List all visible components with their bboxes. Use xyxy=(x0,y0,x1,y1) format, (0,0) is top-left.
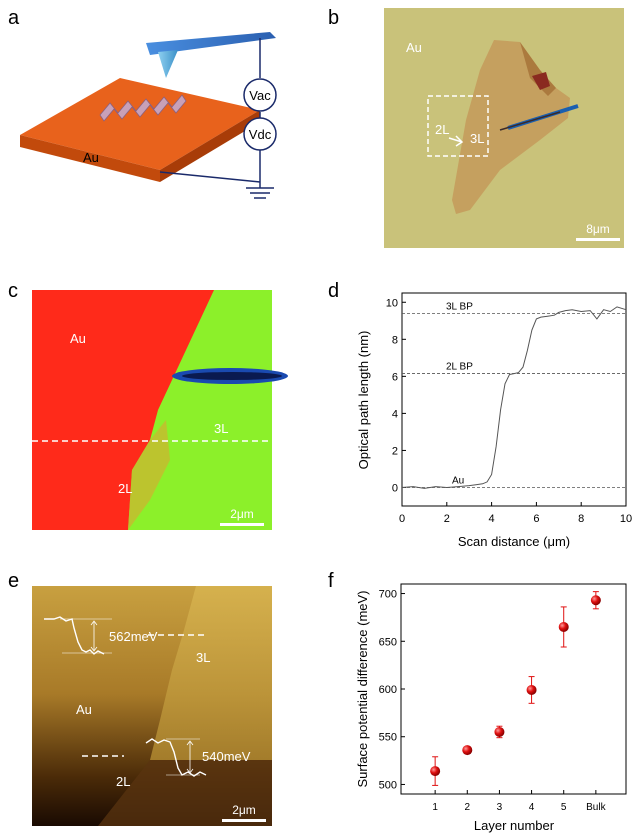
au-substrate-label: Au xyxy=(83,150,99,165)
panel-e-kpfm: 562meV 540meV 3L Au 2L 2μm xyxy=(32,586,272,826)
kpfm-2l-label: 2L xyxy=(116,774,130,789)
chart-d-optical-profile: 0 2 4 6 8 10 0 2 4 6 8 10 3L BP 2L BP Au Scan distan… xyxy=(356,292,632,549)
chart-d-ytick-label: 0 xyxy=(392,482,398,494)
bp-flake-dark-spot xyxy=(532,72,550,90)
chart-f-surface-potential: 500 550 600 650 700 1 2 3 4 5 Bulk Layer number S… xyxy=(355,583,627,833)
chart-d-ytick-label: 4 xyxy=(392,408,398,420)
chart-d-xlabel: Scan distance (μm) xyxy=(458,534,570,549)
au-substrate-top xyxy=(20,78,260,170)
chart-f-ytick-label: 500 xyxy=(379,779,397,791)
kpfm-scale-bar xyxy=(222,819,266,822)
optical-2l-label: 2L xyxy=(435,122,449,137)
vac-source xyxy=(243,78,277,112)
panel-c-map: Au 3L 2L 2μm xyxy=(32,290,288,530)
kpfm-upper-step-label: 562meV xyxy=(109,629,158,644)
optical-3l-label: 3L xyxy=(470,131,484,146)
chart-f-xlabel: Layer number xyxy=(474,818,555,833)
chart-f-xtick-label: Bulk xyxy=(586,802,606,813)
au-substrate-front xyxy=(20,135,160,182)
panel-label-d: d xyxy=(328,280,339,302)
chart-f-point xyxy=(430,766,441,777)
kpfm-3l-label: 3L xyxy=(196,650,210,665)
panel-label-e: e xyxy=(8,570,19,592)
chart-f-point xyxy=(526,684,537,695)
cantilever xyxy=(146,32,276,55)
optical-scale-bar xyxy=(576,238,620,241)
vdc-label: Vdc xyxy=(249,127,272,142)
chart-d-frame xyxy=(401,292,627,507)
panel-label-f: f xyxy=(328,570,334,592)
chart-d-xtick-label: 10 xyxy=(620,513,632,525)
chart-f-ytick-label: 550 xyxy=(379,732,397,744)
map-scale-bar xyxy=(220,523,264,526)
panel-label-a: a xyxy=(8,7,20,29)
chart-f-xtick-label: 2 xyxy=(465,802,471,813)
chart-d-xtick-label: 6 xyxy=(533,513,539,525)
chart-f-point xyxy=(590,595,601,606)
optical-scale-label: 8μm xyxy=(586,222,610,236)
chart-f-xtick-label: 4 xyxy=(529,802,535,813)
kpfm-lower-inset: 540meV xyxy=(145,738,251,777)
chart-d-ytick-label: 2 xyxy=(392,445,398,457)
chart-f-xtick-label: 3 xyxy=(497,802,503,813)
chart-f-ytick-label: 600 xyxy=(379,684,397,696)
chart-d-refline-label: 2L BP xyxy=(446,362,473,373)
panel-a-schematic: Vac Vdc Au xyxy=(20,32,277,199)
chart-f-xtick-label: 5 xyxy=(561,802,567,813)
vac-label: Vac xyxy=(249,88,271,103)
chart-d-ytick-label: 10 xyxy=(386,297,398,309)
circuit-wires xyxy=(159,38,274,199)
map-transition xyxy=(128,420,170,530)
au-substrate-side xyxy=(160,110,260,182)
kpfm-upper-profile xyxy=(44,616,105,655)
chart-f-point xyxy=(494,726,505,737)
chart-d-xtick-label: 2 xyxy=(444,513,450,525)
map-au-label: Au xyxy=(70,331,86,346)
chart-f-ytick-label: 650 xyxy=(379,636,397,648)
chart-f-ytick-label: 700 xyxy=(379,589,397,601)
optical-au-label: Au xyxy=(406,40,422,55)
panel-label-c: c xyxy=(8,280,18,302)
chart-d-xtick-label: 4 xyxy=(489,513,495,525)
kpfm-au-label: Au xyxy=(76,702,92,717)
kpfm-upper-inset: 562meV xyxy=(44,616,158,655)
map-scale-label: 2μm xyxy=(230,507,254,521)
chart-d-profile-line xyxy=(401,306,627,489)
chart-f-point xyxy=(558,621,569,632)
chart-f-ylabel: Surface potential difference (meV) xyxy=(355,590,370,787)
kpfm-bp-region xyxy=(150,586,272,760)
chart-d-ytick-label: 6 xyxy=(392,371,398,383)
panel-b-optical-image: Au 2L 3L 8μm xyxy=(384,8,624,248)
chart-d-ylabel: Optical path length (nm) xyxy=(356,331,371,470)
map-2l-label: 2L xyxy=(118,481,132,496)
chart-f-xtick-label: 1 xyxy=(432,802,438,813)
optical-arrow xyxy=(448,135,464,147)
bp-flake-pattern xyxy=(99,94,187,122)
chart-d-xtick-label: 0 xyxy=(399,513,405,525)
chart-d-refline-label: 3L BP xyxy=(446,301,473,312)
chart-f-point xyxy=(462,745,473,756)
kpfm-2l-region xyxy=(98,760,272,826)
afm-tip xyxy=(158,50,178,78)
panel-label-b: b xyxy=(328,7,339,29)
zoom-region-box xyxy=(427,95,489,157)
kpfm-scale-label: 2μm xyxy=(232,803,256,817)
kpfm-lower-profile xyxy=(145,738,207,777)
chart-d-refline-label: Au xyxy=(452,475,464,486)
vdc-source xyxy=(243,117,277,151)
chart-d-ytick-label: 8 xyxy=(392,334,398,346)
map-3l-label: 3L xyxy=(214,421,228,436)
kpfm-lower-step-label: 540meV xyxy=(202,749,251,764)
chart-d-xtick-label: 8 xyxy=(578,513,584,525)
